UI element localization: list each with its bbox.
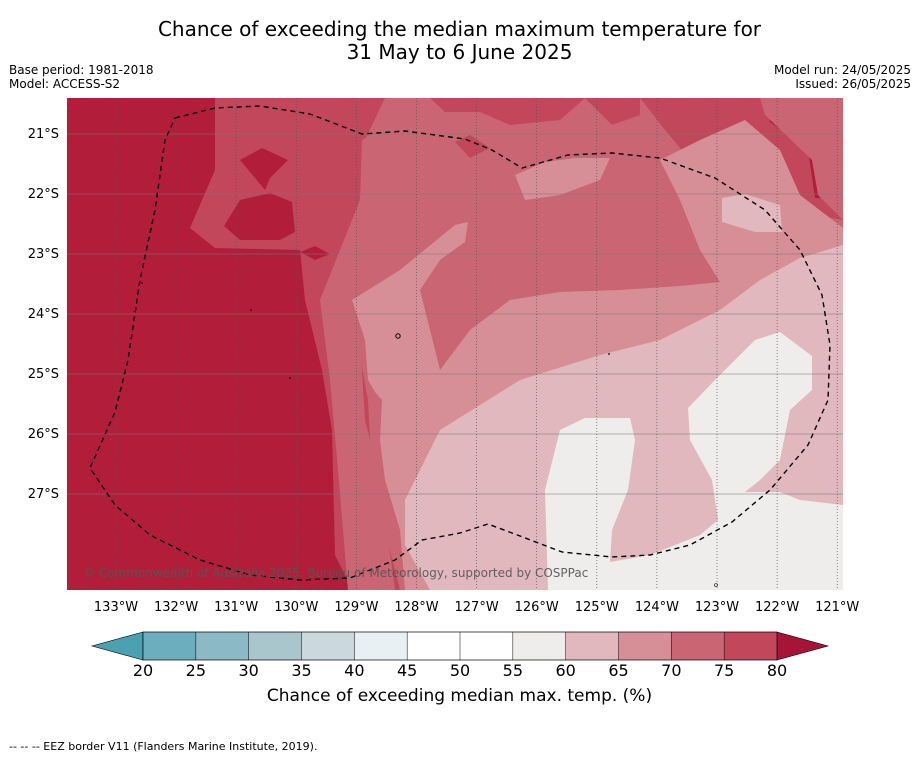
lon-tick-label: 132°W — [154, 600, 198, 615]
model-name: Model: ACCESS-S2 — [9, 77, 121, 91]
lon-tick-label: 128°W — [394, 600, 438, 615]
eez-border — [89, 105, 831, 581]
lon-tick-label: 131°W — [214, 600, 258, 615]
lon-tick-label: 121°W — [815, 600, 859, 615]
lon-tick-label: 123°W — [695, 600, 739, 615]
issued-date: Issued: 26/05/2025 — [795, 77, 911, 91]
latitude-labels: 21°S 22°S 23°S 24°S 25°S 26°S 27°S — [28, 127, 59, 502]
lat-tick-label: 24°S — [28, 307, 59, 322]
lat-tick-label: 22°S — [28, 187, 59, 202]
meta-left: Base period: 1981-2018 Model: ACCESS-S2 — [9, 63, 154, 91]
lat-tick-label: 21°S — [28, 127, 59, 142]
island-marker — [141, 282, 143, 284]
island-markers — [141, 282, 718, 587]
region-80-plus-pocket-2 — [224, 193, 295, 240]
island-marker — [289, 377, 291, 379]
model-run: Model run: 24/05/2025 — [773, 63, 911, 77]
region-60-65-patch — [722, 194, 782, 232]
colorbar-label: Chance of exceeding median max. temp. (%… — [266, 686, 653, 706]
lon-tick-label: 130°W — [274, 600, 318, 615]
copyright-notice: © Commonwealth of Australia 2025, Bureau… — [83, 566, 588, 580]
colorbar-tick-label: 35 — [291, 661, 311, 680]
region-75-80-patch-3 — [585, 98, 640, 125]
map-gridlines — [67, 98, 843, 590]
colorbar-segment — [565, 632, 619, 660]
longitude-labels: 133°W 132°W 131°W 130°W 129°W 128°W 127°W 126°W… — [94, 600, 860, 615]
colorbar-segment — [512, 632, 566, 660]
lon-tick-label: 127°W — [455, 600, 499, 615]
colorbar-segment — [301, 632, 355, 660]
lat-tick-label: 23°S — [28, 247, 59, 262]
title-line-1: Chance of exceeding the median maximum t… — [157, 17, 762, 41]
colorbar-tick-label: 80 — [767, 661, 787, 680]
colorbar-segment — [248, 632, 302, 660]
lon-tick-label: 124°W — [635, 600, 679, 615]
colorbar-tick-label: 75 — [714, 661, 734, 680]
colorbar: 20 25 30 35 40 45 50 55 60 65 70 75 80 — [90, 631, 830, 680]
lat-tick-label: 27°S — [28, 487, 59, 502]
probability-contours — [67, 98, 843, 590]
region-80-plus-pocket-1 — [240, 148, 288, 190]
colorbar-tick-label: 30 — [238, 661, 258, 680]
colorbar-segment — [195, 632, 249, 660]
colorbar-over-arrow — [776, 631, 830, 661]
colorbar-tick-label: 50 — [450, 661, 470, 680]
lat-tick-label: 26°S — [28, 427, 59, 442]
island-marker — [714, 583, 718, 587]
chart-title: Chance of exceeding the median maximum t… — [0, 18, 919, 64]
colorbar-frame — [142, 631, 778, 661]
island-marker — [250, 309, 252, 311]
colorbar-tick-label: 40 — [344, 661, 364, 680]
colorbar-segment — [460, 632, 514, 660]
colorbar-tick-label: 20 — [133, 661, 153, 680]
colorbar-tick-label: 45 — [397, 661, 417, 680]
colorbar-segment — [354, 632, 408, 660]
colorbar-tick-label: 55 — [503, 661, 523, 680]
colorbar-segment — [671, 632, 725, 660]
region-55-60-patch — [785, 573, 843, 590]
region-55-60 — [545, 332, 843, 590]
region-75-80-patch — [430, 98, 585, 125]
lon-tick-label: 122°W — [755, 600, 799, 615]
footer-note: -- -- -- EEZ border V11 (Flanders Marine… — [9, 740, 318, 753]
colorbar-segment — [407, 632, 461, 660]
lon-tick-label: 125°W — [575, 600, 619, 615]
meta-right: Model run: 24/05/2025 Issued: 26/05/2025 — [774, 63, 911, 91]
lon-tick-label: 129°W — [334, 600, 378, 615]
island-marker — [395, 333, 401, 339]
region-65-70-north — [515, 158, 610, 200]
lon-tick-label: 126°W — [515, 600, 559, 615]
title-line-2: 31 May to 6 June 2025 — [346, 40, 573, 64]
colorbar-segment — [724, 632, 778, 660]
colorbar-segment — [143, 632, 197, 660]
colorbar-tick-label: 25 — [186, 661, 206, 680]
base-period: Base period: 1981-2018 — [9, 63, 154, 77]
colorbar-segment — [618, 632, 672, 660]
lon-tick-label: 133°W — [94, 600, 138, 615]
colorbar-tick-label: 65 — [608, 661, 628, 680]
colorbar-under-arrow — [90, 631, 144, 661]
island-marker — [608, 353, 610, 355]
colorbar-tick-label: 70 — [661, 661, 681, 680]
colorbar-tick-label: 60 — [555, 661, 575, 680]
region-75-80-patch-2 — [455, 135, 490, 158]
lat-tick-label: 25°S — [28, 367, 59, 382]
region-80-plus-pocket-3 — [300, 246, 330, 260]
